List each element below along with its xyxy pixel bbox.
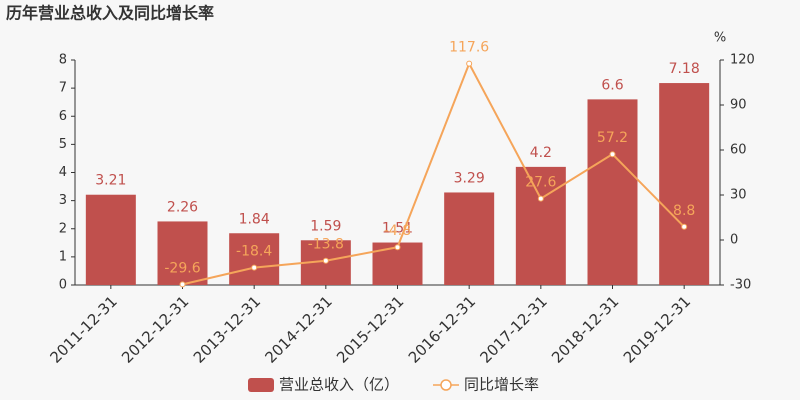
y-tick-label: 6 <box>59 109 67 124</box>
line-value-label: 27.6 <box>525 175 556 191</box>
line-point <box>681 223 688 230</box>
y-tick-label: 5 <box>59 137 67 152</box>
bar-value-label: 3.29 <box>454 170 485 186</box>
line-point <box>537 195 544 202</box>
y-tick-label: 2 <box>59 221 67 236</box>
y2-tick-label: 90 <box>730 98 747 113</box>
legend-label: 同比增长率 <box>464 376 539 394</box>
y-tick-label: 8 <box>59 53 67 68</box>
bar-value-label: 2.26 <box>167 199 198 215</box>
bar <box>515 166 566 285</box>
line-value-label: -13.8 <box>308 237 344 253</box>
line <box>182 61 685 286</box>
line-point <box>466 60 473 67</box>
bar-value-label: 1.59 <box>310 218 341 234</box>
line-point <box>251 264 258 271</box>
line-value-label: -29.6 <box>164 260 200 276</box>
line-value-label: 8.8 <box>673 203 695 219</box>
legend-icon <box>248 378 274 392</box>
bar-value-label: 7.18 <box>669 61 700 77</box>
y2-unit: % <box>714 31 726 46</box>
chart-title: 历年营业总收入及同比增长率 <box>6 4 214 23</box>
bar <box>659 83 710 285</box>
line-point <box>322 257 329 264</box>
y2-tick-label: 60 <box>730 143 747 158</box>
bar <box>444 192 495 285</box>
y-tick-label: 1 <box>59 249 67 264</box>
y2-tick-label: -30 <box>730 278 751 293</box>
bar-value-label: 4.2 <box>530 145 552 161</box>
bar-value-label: 6.6 <box>601 77 623 93</box>
bar <box>587 99 638 285</box>
legend-label: 营业总收入（亿） <box>279 376 399 394</box>
line-value-label: 117.6 <box>449 40 489 56</box>
legend-icon <box>440 379 452 391</box>
bar-value-label: 3.21 <box>95 173 126 189</box>
line-value-label: -18.4 <box>236 244 272 260</box>
y-tick-label: 4 <box>59 165 67 180</box>
line-point <box>609 151 616 158</box>
y2-tick-label: 0 <box>730 233 738 248</box>
y2-tick-label: 120 <box>730 53 755 68</box>
bar-value-label: 1.84 <box>239 211 270 227</box>
bar <box>157 221 208 285</box>
line-value-label: 57.2 <box>597 130 628 146</box>
y-tick-label: 0 <box>59 278 67 293</box>
bar <box>229 233 280 285</box>
y-tick-label: 3 <box>59 193 67 208</box>
line-point <box>394 244 401 251</box>
line-point <box>179 281 186 288</box>
bar <box>85 194 136 285</box>
line-value-label: -4.8 <box>384 223 411 239</box>
y-tick-label: 7 <box>59 81 67 96</box>
y2-tick-label: 30 <box>730 188 747 203</box>
